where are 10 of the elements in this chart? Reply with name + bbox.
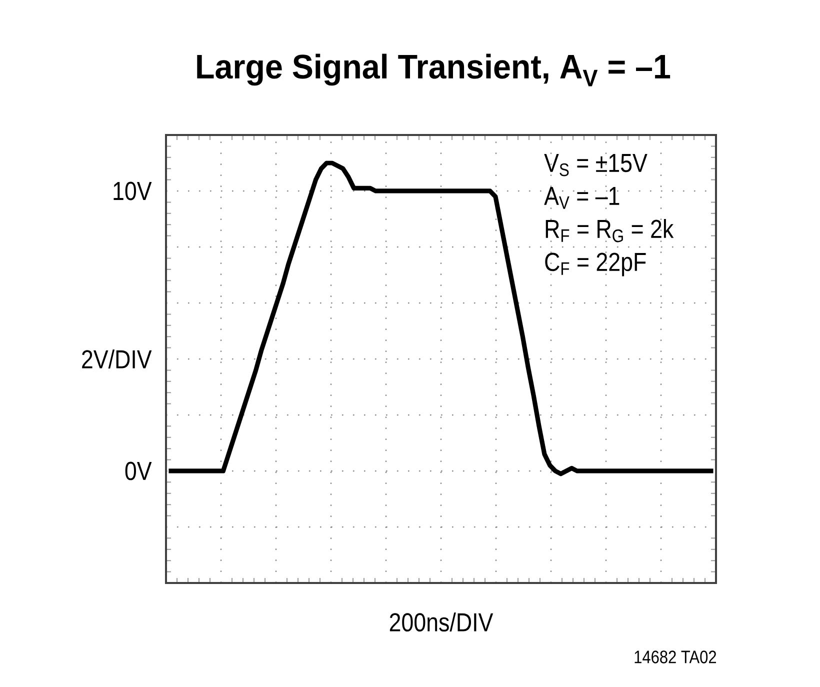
annotation: V$_{S}$ = ±15V [544, 154, 648, 176]
text: 14682 TA02 [634, 650, 716, 664]
annotation: R$_{F}$ = R$_{G}$ = 2k [546, 219, 674, 242]
annotation: C$_{F}$ = 22pF [545, 252, 646, 276]
y-axis-title: 2V/DIV [82, 349, 152, 369]
y-tick-label: 0V [125, 462, 152, 480]
x-axis-title: 200ns/DIV [390, 612, 494, 632]
chart-title: Large Signal Transient, A$_{V}$ = –1 [197, 54, 670, 86]
annotation: A$_{V}$ = –1 [544, 187, 620, 209]
y-tick-label: 10V [114, 182, 152, 200]
